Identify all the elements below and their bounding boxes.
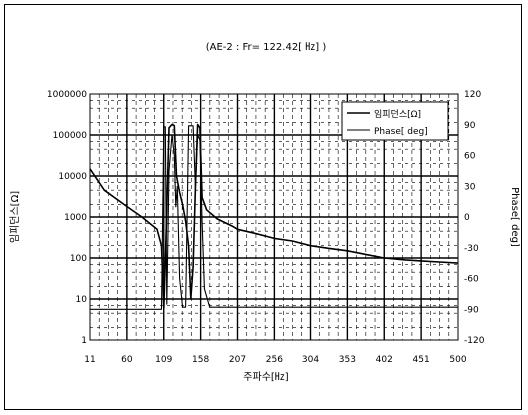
legend-label-phase: Phase[ deg] bbox=[374, 127, 428, 137]
x-tick-label: 256 bbox=[266, 355, 283, 365]
y-axis-label: 임피던스[Ω] bbox=[8, 191, 21, 243]
y2-tick-label: -60 bbox=[464, 275, 479, 285]
y-tick-label: 1 bbox=[81, 336, 87, 346]
y2-tick-label: -30 bbox=[464, 244, 479, 254]
y-tick-label: 1000000 bbox=[47, 90, 87, 100]
x-tick-label: 304 bbox=[302, 355, 319, 365]
y-tick-label: 10 bbox=[76, 295, 88, 305]
y2-tick-label: 30 bbox=[464, 182, 476, 192]
chart-frame bbox=[4, 4, 522, 410]
x-tick-label: 451 bbox=[413, 355, 430, 365]
x-tick-label: 60 bbox=[121, 355, 133, 365]
legend-label-impedance: 임피던스[Ω] bbox=[374, 108, 421, 120]
legend: 임피던스[Ω] Phase[ deg] bbox=[341, 101, 449, 141]
y2-tick-label: 120 bbox=[464, 90, 481, 100]
y2-tick-label: -90 bbox=[464, 305, 479, 315]
x-tick-label: 500 bbox=[449, 355, 466, 365]
x-tick-label: 207 bbox=[229, 355, 246, 365]
y2-tick-label: 0 bbox=[464, 213, 470, 223]
chart-title: (AE-2 : Fr= 122.42[ ㎐] ) bbox=[206, 42, 327, 53]
series-phase-line bbox=[90, 125, 458, 310]
x-tick-label: 109 bbox=[155, 355, 172, 365]
x-axis-label: 주파수[㎐] bbox=[243, 371, 289, 383]
y2-tick-label: 90 bbox=[464, 121, 476, 131]
y-tick-label: 1000 bbox=[64, 213, 87, 223]
y-tick-label: 100 bbox=[70, 254, 87, 264]
x-tick-label: 158 bbox=[192, 355, 209, 365]
y-tick-label: 10000 bbox=[58, 172, 87, 182]
x-tick-label: 402 bbox=[376, 355, 393, 365]
y2-axis-label: Phase[ deg] bbox=[509, 187, 520, 247]
x-tick-label: 353 bbox=[339, 355, 356, 365]
legend-box bbox=[341, 101, 449, 141]
y-tick-label: 100000 bbox=[53, 131, 88, 141]
x-tick-label: 11 bbox=[84, 355, 95, 365]
y2-tick-label: 60 bbox=[464, 152, 476, 162]
y2-tick-label: -120 bbox=[464, 336, 485, 346]
